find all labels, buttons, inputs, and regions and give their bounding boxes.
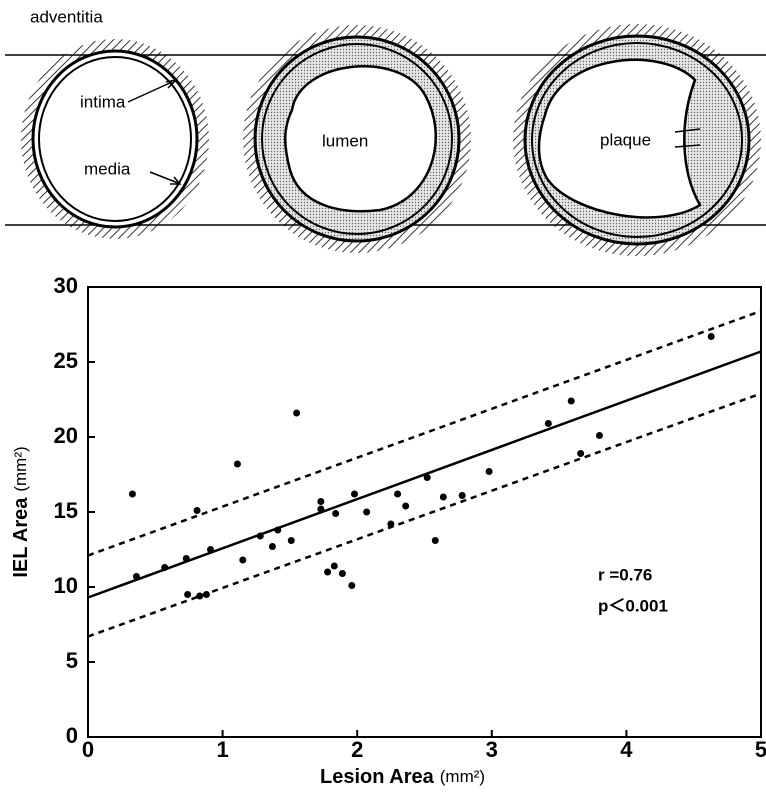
point [233, 460, 241, 468]
x-label-unit: (mm²) [440, 767, 485, 786]
point [161, 564, 169, 571]
diagram: adventitia intima media lumen plaque [5, 7, 766, 256]
point [132, 573, 140, 580]
point [256, 532, 264, 540]
point [128, 490, 136, 498]
confidence-line [87, 392, 762, 638]
point [182, 555, 190, 562]
point [458, 492, 466, 499]
label-media: media [84, 159, 131, 178]
point [544, 420, 552, 427]
point [394, 490, 402, 498]
point [202, 591, 210, 598]
y-tick-label: 30 [54, 273, 78, 298]
point [287, 537, 295, 544]
point [402, 502, 410, 510]
label-lumen: lumen [322, 131, 368, 150]
y-tick-label: 25 [54, 348, 78, 373]
point [363, 508, 371, 516]
x-tick-label: 5 [755, 737, 766, 762]
point [268, 543, 276, 550]
point [351, 490, 359, 498]
y-axis-title: IEL Area (mm²) [10, 446, 32, 577]
point [293, 409, 301, 417]
label-adventitia: adventitia [30, 7, 103, 26]
point [330, 562, 338, 570]
y-tick-label: 0 [66, 723, 78, 748]
point [423, 474, 431, 481]
point [324, 568, 332, 576]
point [196, 592, 204, 600]
point [274, 526, 282, 534]
point [338, 570, 346, 577]
x-tick-label: 3 [486, 737, 498, 762]
annotation: r =0.76 [598, 565, 652, 584]
point [439, 493, 447, 501]
point [348, 582, 356, 589]
point [239, 556, 247, 564]
label-plaque: plaque [600, 130, 651, 149]
point [577, 450, 585, 457]
y-tick-label: 10 [54, 573, 78, 598]
point [707, 333, 715, 340]
regression-line [87, 350, 762, 599]
x-tick-label: 0 [82, 737, 94, 762]
x-axis-title: Lesion Area (mm²) [320, 766, 485, 788]
x-tick-label: 1 [216, 737, 228, 762]
x-label: Lesion Area [320, 766, 435, 788]
y-tick-label: 15 [54, 498, 78, 523]
label-intima: intima [80, 92, 126, 111]
confidence-line [87, 309, 762, 557]
annotation: p＜0.001 [598, 596, 668, 615]
point [485, 468, 493, 475]
y-tick-label: 5 [66, 648, 78, 673]
point [317, 498, 325, 505]
point [332, 510, 340, 517]
plot-frame [87, 286, 762, 738]
point [193, 507, 201, 514]
point [317, 505, 325, 513]
point [595, 432, 603, 439]
point [206, 546, 214, 553]
x-tick-label: 2 [351, 737, 363, 762]
point [387, 520, 395, 528]
x-tick-label: 4 [620, 737, 633, 762]
point [431, 537, 439, 544]
y-label: IEL Area [10, 497, 32, 578]
y-label-unit: (mm²) [11, 446, 30, 491]
y-tick-label: 20 [54, 423, 78, 448]
point [184, 591, 192, 598]
point [567, 397, 575, 405]
